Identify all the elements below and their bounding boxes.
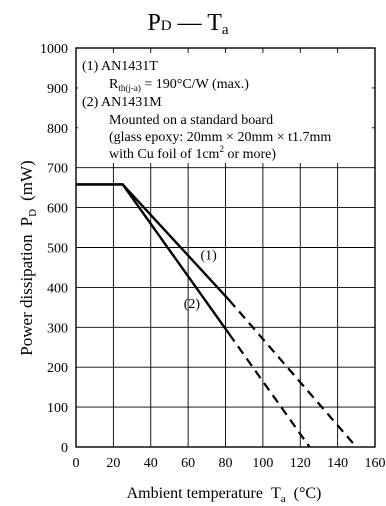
chart-title: PD — Ta [147, 10, 228, 38]
series-1-dashed-line [228, 299, 358, 448]
series-1-label: (1) [201, 248, 218, 263]
x-tick-label-8: 160 [365, 456, 386, 471]
y-tick-label-9: 900 [47, 82, 68, 97]
x-tick-label-3: 60 [181, 456, 195, 471]
x-tick-label-0: 0 [73, 456, 80, 471]
legend-line-6: with Cu foil of 1cm2 or more) [109, 144, 276, 162]
y-tick-label-8: 800 [47, 122, 68, 137]
legend-line-5: (glass epoxy: 20mm × 20mm × t1.7mm [109, 130, 331, 145]
series-2-dashed-line [228, 333, 311, 448]
plot-frame [75, 47, 376, 448]
legend-box [78, 53, 372, 163]
legend-line-2: Rth(j-a) = 190°C/W (max.) [109, 77, 249, 93]
x-tick-label-4: 80 [219, 456, 233, 471]
legend-line-4: Mounted on a standard board [109, 113, 273, 128]
x-tick-label-6: 120 [290, 456, 311, 471]
y-tick-label-10: 1000 [40, 42, 68, 57]
x-tick-label-5: 100 [252, 456, 273, 471]
x-axis-label: Ambient temperature Ta (°C) [127, 485, 322, 505]
x-tick-label-7: 140 [327, 456, 348, 471]
series-1-solid-line [76, 183, 231, 301]
legend-line-1: (1) AN1431T [82, 59, 158, 74]
y-tick-label-4: 400 [47, 281, 68, 296]
y-axis-label: Power dissipationPD(mW) [17, 160, 39, 355]
y-tick-label-7: 700 [47, 162, 68, 177]
series-2-label: (2) [184, 297, 201, 312]
x-tick-label-1: 20 [106, 456, 120, 471]
legend-line-3: (2) AN1431M [82, 95, 162, 110]
y-tick-label-2: 200 [47, 361, 68, 376]
series-lines [76, 183, 358, 448]
legend: (1) AN1431T Rth(j-a) = 190°C/W (max.) (2… [82, 59, 331, 162]
x-tick-label-2: 40 [144, 456, 158, 471]
tick-labels: 0 20 40 60 80 100 120 140 160 0 100 200 300 400 500 600… [40, 42, 386, 471]
series-labels: (1) (2) [184, 248, 217, 312]
y-tick-label-1: 100 [47, 401, 68, 416]
series-2-solid-line [76, 183, 231, 335]
y-tick-label-3: 300 [47, 321, 68, 336]
y-tick-label-5: 500 [47, 242, 68, 257]
y-tick-label-6: 600 [47, 202, 68, 217]
y-tick-label-0: 0 [61, 441, 68, 456]
